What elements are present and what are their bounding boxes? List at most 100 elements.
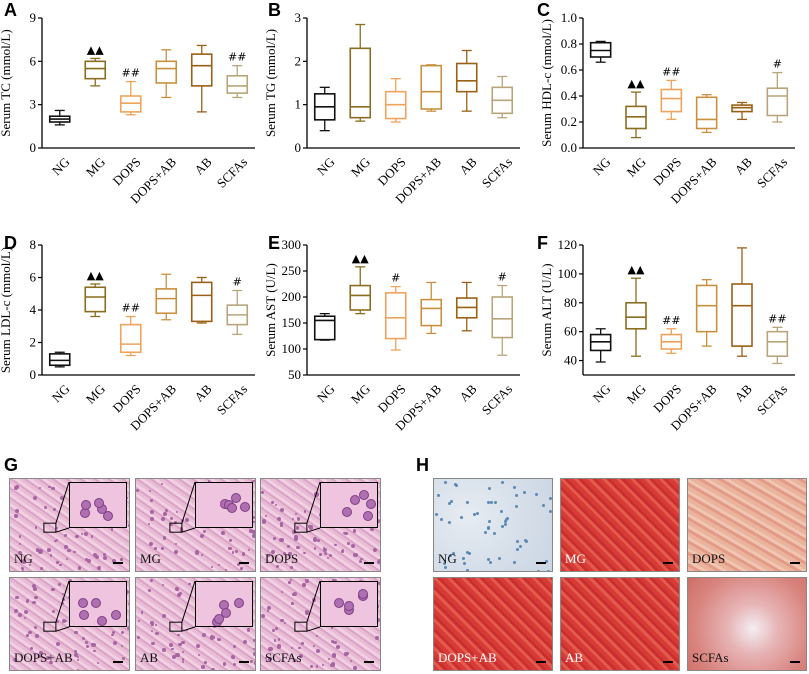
y-tick-label: 0.2 — [561, 114, 577, 129]
box-dops: ## — [119, 302, 142, 357]
image-label: NG — [438, 551, 457, 566]
box-iqr — [155, 288, 178, 315]
significance-mark: ## — [768, 312, 786, 325]
significance-mark: ▲▲ — [87, 269, 104, 282]
panel-letter-a: A — [4, 0, 17, 20]
y-tick-label: 60 — [564, 324, 577, 339]
y-tick-label: 2 — [295, 53, 302, 68]
x-tick-label: SCFAs — [214, 381, 251, 418]
box-iqr — [491, 296, 514, 339]
scale-bar — [239, 562, 249, 564]
box-iqr — [155, 60, 178, 84]
box-iqr — [84, 286, 107, 313]
oil-red-image-dops-ab: DOPS+AB — [433, 577, 553, 671]
y-tick-label: 300 — [282, 237, 302, 252]
zoom-inset — [69, 581, 127, 627]
box-mg: ▲▲ — [84, 43, 107, 87]
zoom-guide — [43, 580, 70, 632]
y-tick-label: 200 — [282, 289, 302, 304]
box-iqr — [84, 60, 107, 80]
significance-mark: ▲▲ — [352, 252, 369, 265]
oil-red-image-ab: AB — [560, 577, 680, 671]
y-axis-label: Serum ALT (U/L) — [539, 263, 554, 356]
x-tick-label: MG — [348, 154, 373, 179]
box-iqr — [48, 353, 71, 367]
box-scfas: ## — [766, 312, 789, 365]
significance-mark: ## — [228, 51, 246, 64]
image-label: DOPS+AB — [14, 650, 73, 665]
y-tick-label: 1.0 — [561, 10, 577, 25]
box-dops: ## — [660, 65, 683, 121]
box-iqr — [695, 284, 718, 333]
zoom-inset — [195, 581, 253, 627]
y-tick-label: 9 — [30, 10, 37, 25]
x-tick-label: MG — [623, 154, 648, 179]
oil-red-image-ng: NG — [433, 478, 553, 572]
box-ab — [190, 44, 213, 113]
y-tick-label: 3 — [30, 97, 37, 112]
box-mg: ▲▲ — [84, 269, 107, 318]
he-image-ab: AB — [135, 577, 256, 671]
y-axis-label: Serum LDL-c (mmol/L) — [0, 247, 13, 373]
y-tick-label: 40 — [564, 353, 577, 368]
scale-bar — [239, 661, 249, 663]
box-ng — [589, 328, 612, 363]
y-tick-label: 0.4 — [561, 88, 578, 103]
y-tick-label: 0.0 — [561, 140, 577, 155]
significance-mark: # — [391, 272, 400, 285]
he-image-mg: MG — [135, 478, 256, 572]
y-axis-label: Serum HDL-c (mmol/L) — [539, 19, 554, 147]
scale-bar — [790, 661, 800, 663]
box-dops-ab — [155, 273, 178, 321]
zoom-guide — [294, 481, 321, 533]
box-ab — [455, 281, 478, 332]
image-label: DOPS — [692, 551, 726, 566]
y-tick-label: 150 — [282, 315, 302, 330]
scale-bar — [364, 661, 374, 663]
x-tick-label: AB — [456, 154, 480, 178]
y-tick-label: 1 — [295, 97, 302, 112]
image-label: DOPS+AB — [438, 650, 497, 665]
box-mg: ▲▲ — [625, 263, 647, 357]
y-tick-label: 250 — [282, 263, 302, 278]
oil-red-image-dops: DOPS — [687, 478, 807, 572]
y-tick-label: 2 — [30, 335, 37, 350]
scale-bar — [536, 562, 546, 564]
x-tick-label: MG — [623, 381, 648, 406]
image-label: NG — [14, 551, 33, 566]
zoom-inset — [69, 482, 127, 528]
box-ng — [48, 109, 71, 126]
y-tick-label: 6 — [30, 53, 37, 68]
box-ab — [190, 276, 213, 324]
box-iqr — [313, 315, 336, 341]
box-iqr — [625, 301, 647, 330]
box-mg — [349, 23, 372, 122]
box-iqr — [660, 88, 683, 113]
significance-mark: ▲▲ — [87, 43, 104, 56]
box-iqr — [420, 64, 443, 110]
y-tick-label: 0.8 — [561, 36, 577, 51]
zoom-guide — [169, 580, 196, 632]
box-mg: ▲▲ — [349, 252, 372, 315]
x-tick-label: NG — [590, 154, 614, 178]
x-tick-label: AB — [732, 381, 756, 405]
significance-mark: # — [773, 58, 782, 71]
scale-bar — [663, 562, 673, 564]
image-label: SCFAs — [265, 650, 302, 665]
box-iqr — [119, 323, 142, 354]
x-tick-label: SCFAs — [754, 154, 791, 191]
panel-letter-e: E — [268, 233, 281, 253]
x-tick-label: MG — [83, 154, 108, 179]
box-ab — [455, 49, 478, 112]
oil-red-image-mg: MG — [560, 478, 680, 572]
chart-c: 0.0 0.2 0.4 0.6 0.8 1.0 Serum HDL-c (mmol/L) NG… — [539, 10, 795, 206]
significance-mark: ## — [122, 302, 140, 315]
box-iqr — [190, 281, 213, 323]
x-tick-label: NG — [314, 154, 338, 178]
y-tick-label: 0 — [30, 140, 37, 155]
box-iqr — [349, 47, 372, 119]
y-axis-label: Serum TG (mmol/L) — [263, 29, 278, 137]
zoom-guide — [43, 481, 70, 533]
